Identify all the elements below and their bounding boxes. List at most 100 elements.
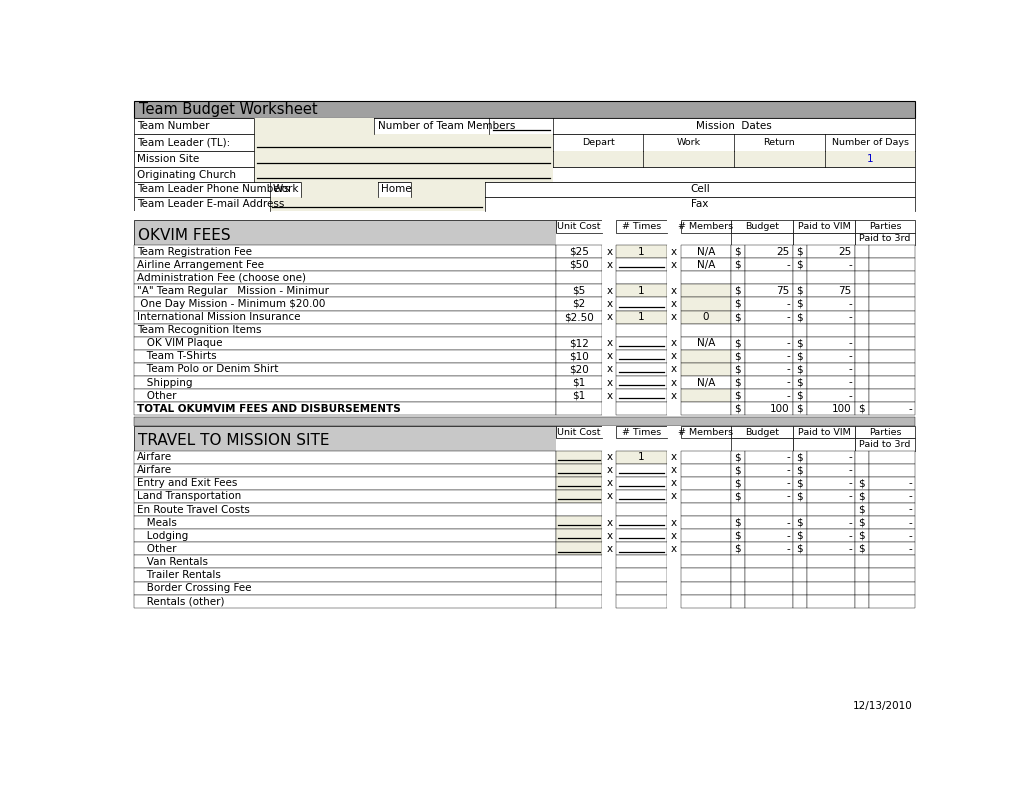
Text: # Times: # Times — [622, 222, 662, 231]
Bar — [793, 426, 855, 438]
Bar — [807, 376, 855, 389]
Text: x: x — [671, 491, 677, 501]
Bar — [556, 543, 602, 555]
Text: Originating Church: Originating Church — [137, 169, 237, 180]
Bar — [602, 543, 616, 555]
Bar — [667, 581, 681, 595]
Bar — [793, 451, 807, 464]
Text: x: x — [671, 247, 677, 256]
Bar — [855, 529, 869, 543]
Text: Shipping: Shipping — [137, 377, 193, 388]
Bar — [134, 389, 556, 402]
Bar — [602, 389, 616, 402]
Bar — [807, 402, 855, 415]
Text: N/A: N/A — [696, 377, 715, 388]
Bar — [556, 503, 602, 516]
Bar — [869, 503, 915, 516]
Text: Paid to VIM: Paid to VIM — [798, 222, 850, 231]
Text: x: x — [671, 259, 677, 270]
Bar — [602, 402, 616, 415]
Bar — [744, 451, 793, 464]
Bar — [793, 389, 807, 402]
Bar — [643, 151, 734, 168]
Bar — [855, 426, 915, 438]
Bar — [667, 490, 681, 503]
Bar — [869, 477, 915, 490]
Text: $: $ — [858, 479, 865, 488]
Bar — [134, 221, 556, 245]
Bar — [134, 196, 915, 211]
Text: Entry and Exit Fees: Entry and Exit Fees — [137, 479, 238, 488]
Bar — [602, 284, 616, 297]
Bar — [667, 426, 681, 438]
Bar — [556, 221, 602, 233]
Bar — [855, 337, 869, 350]
Bar — [667, 311, 681, 324]
Bar — [134, 417, 915, 426]
Text: $: $ — [797, 259, 803, 270]
Text: # Times: # Times — [622, 428, 662, 437]
Text: Team Recognition Items: Team Recognition Items — [137, 325, 262, 335]
Bar — [556, 233, 731, 245]
Text: $: $ — [858, 544, 865, 554]
Text: -: - — [848, 479, 852, 488]
Bar — [667, 569, 681, 581]
Text: International Mission Insurance: International Mission Insurance — [137, 312, 301, 322]
Text: Administration Fee (choose one): Administration Fee (choose one) — [137, 273, 306, 283]
Text: x: x — [606, 247, 612, 256]
Bar — [744, 284, 793, 297]
Bar — [793, 543, 807, 555]
Bar — [681, 529, 731, 543]
Text: Number of Team Members: Number of Team Members — [378, 121, 515, 131]
Text: Lodging: Lodging — [137, 531, 188, 541]
Text: 1: 1 — [638, 452, 645, 462]
Text: # Members: # Members — [678, 222, 733, 231]
Bar — [793, 529, 807, 543]
Text: x: x — [606, 365, 612, 374]
Bar — [556, 477, 602, 490]
Bar — [681, 516, 731, 529]
Bar — [869, 516, 915, 529]
Bar — [807, 324, 855, 337]
Bar — [616, 221, 667, 233]
Bar — [602, 477, 616, 490]
Text: Cell: Cell — [690, 184, 710, 195]
Bar — [681, 324, 731, 337]
Text: -: - — [848, 391, 852, 400]
Bar — [681, 271, 731, 284]
Text: $: $ — [858, 403, 865, 414]
Bar — [556, 350, 602, 363]
Text: -: - — [786, 465, 790, 475]
Text: 100: 100 — [770, 403, 790, 414]
Bar — [855, 271, 869, 284]
Bar — [556, 337, 602, 350]
Bar — [869, 297, 915, 311]
Text: 75: 75 — [776, 286, 790, 296]
Text: -: - — [908, 517, 912, 528]
Bar — [556, 581, 602, 595]
Bar — [869, 258, 915, 271]
Bar — [270, 196, 484, 211]
Bar — [556, 490, 602, 503]
Bar — [616, 595, 667, 607]
Text: Number of Days: Number of Days — [831, 138, 908, 147]
Text: -: - — [848, 531, 852, 541]
Text: $: $ — [734, 259, 741, 270]
Bar — [855, 555, 869, 569]
Text: x: x — [606, 479, 612, 488]
Bar — [616, 376, 667, 389]
Text: Team Number: Team Number — [137, 121, 210, 131]
Text: Unit Cost: Unit Cost — [557, 428, 601, 437]
Text: En Route Travel Costs: En Route Travel Costs — [137, 505, 250, 515]
Bar — [616, 516, 667, 529]
Bar — [667, 297, 681, 311]
Bar — [556, 311, 602, 324]
Bar — [556, 426, 602, 438]
Bar — [667, 555, 681, 569]
Bar — [731, 490, 744, 503]
Text: $: $ — [734, 544, 741, 554]
Text: N/A: N/A — [696, 247, 715, 256]
Bar — [556, 451, 602, 464]
Bar — [134, 101, 915, 118]
Text: Rentals (other): Rentals (other) — [137, 596, 225, 606]
